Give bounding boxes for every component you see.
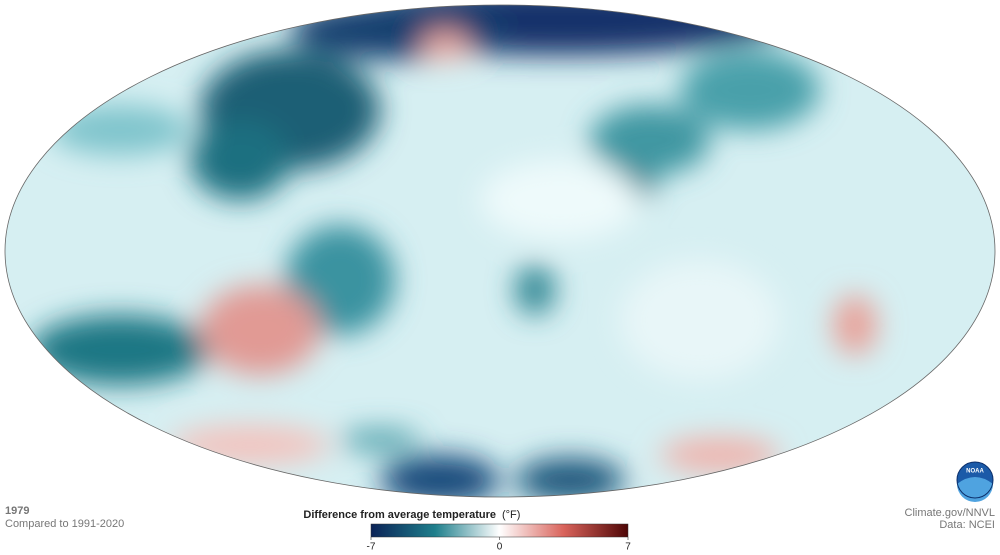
anomaly-field [30,5,877,497]
year: 1979 [5,505,29,517]
tick-label: 0 [497,542,503,553]
legend-unit: (°F) [502,509,520,521]
ocean-base [5,5,995,497]
baseline: Compared to 1991-2020 [5,518,124,530]
source-credit: Climate.gov/NNVL [905,507,995,519]
globe-outline [4,4,996,498]
tick-label: -7 [367,542,376,553]
legend-title: Difference from average temperature [303,509,496,521]
map [5,5,995,497]
color-bar [370,523,629,538]
legend-ticks: -7 0 7 [367,537,631,553]
data-credit: Data: NCEI [939,519,995,531]
noaa-logo: NOAA [956,461,994,502]
logo-text: NOAA [966,469,984,475]
tick-label: 7 [625,542,631,553]
